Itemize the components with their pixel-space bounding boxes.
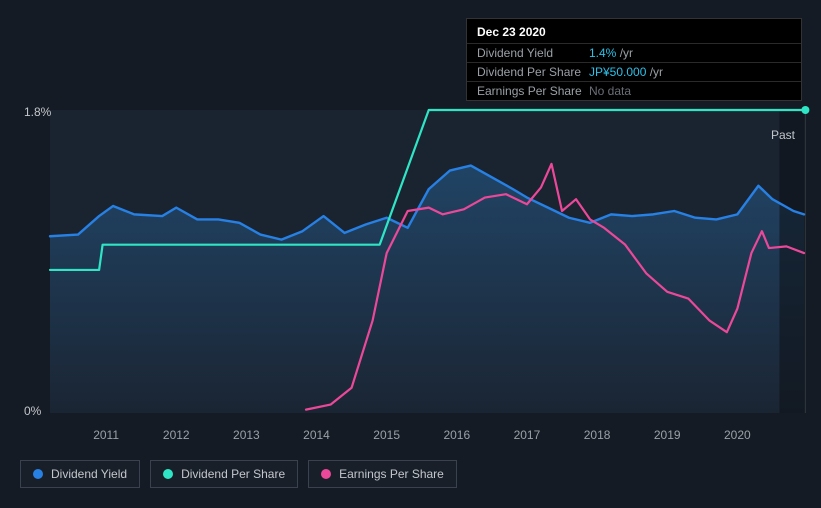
tooltip-row-label: Dividend Yield xyxy=(477,46,589,60)
y-axis-tick-bottom: 0% xyxy=(24,404,41,418)
dividend-chart: 1.8% 0% 2011 2012 2013 2014 2015 2016 2017 2018… xyxy=(0,0,821,508)
legend-label: Dividend Yield xyxy=(51,467,127,481)
legend-label: Earnings Per Share xyxy=(339,467,444,481)
tooltip-row-value: 1.4% /yr xyxy=(589,46,791,60)
tooltip-date: Dec 23 2020 xyxy=(467,19,801,43)
tooltip-row: Dividend Per ShareJP¥50.000 /yr xyxy=(467,62,801,81)
chart-tooltip: Dec 23 2020 Dividend Yield1.4% /yrDivide… xyxy=(466,18,802,101)
x-axis-tick: 2012 xyxy=(163,428,190,442)
x-axis-tick: 2017 xyxy=(514,428,541,442)
chart-legend: Dividend Yield Dividend Per Share Earnings… xyxy=(20,460,457,488)
legend-item[interactable]: Dividend Yield xyxy=(20,460,140,488)
tooltip-row-label: Dividend Per Share xyxy=(477,65,589,79)
past-label: Past xyxy=(771,128,795,142)
tooltip-row: Earnings Per ShareNo data xyxy=(467,81,801,100)
tooltip-row-value: JP¥50.000 /yr xyxy=(589,65,791,79)
tooltip-row-label: Earnings Per Share xyxy=(477,84,589,98)
x-axis-tick: 2013 xyxy=(233,428,260,442)
y-axis-tick-top: 1.8% xyxy=(24,105,51,119)
x-axis-tick: 2015 xyxy=(373,428,400,442)
tooltip-row-value: No data xyxy=(589,84,791,98)
legend-item[interactable]: Dividend Per Share xyxy=(150,460,298,488)
legend-label: Dividend Per Share xyxy=(181,467,285,481)
x-axis-tick: 2018 xyxy=(584,428,611,442)
legend-swatch xyxy=(33,469,43,479)
legend-swatch xyxy=(163,469,173,479)
legend-swatch xyxy=(321,469,331,479)
tooltip-row: Dividend Yield1.4% /yr xyxy=(467,43,801,62)
x-axis-tick: 2011 xyxy=(93,428,119,442)
x-axis-tick: 2014 xyxy=(303,428,330,442)
legend-item[interactable]: Earnings Per Share xyxy=(308,460,457,488)
x-axis-tick: 2016 xyxy=(443,428,470,442)
cursor-dot xyxy=(801,106,809,114)
x-axis-tick: 2019 xyxy=(654,428,681,442)
x-axis-tick: 2020 xyxy=(724,428,751,442)
